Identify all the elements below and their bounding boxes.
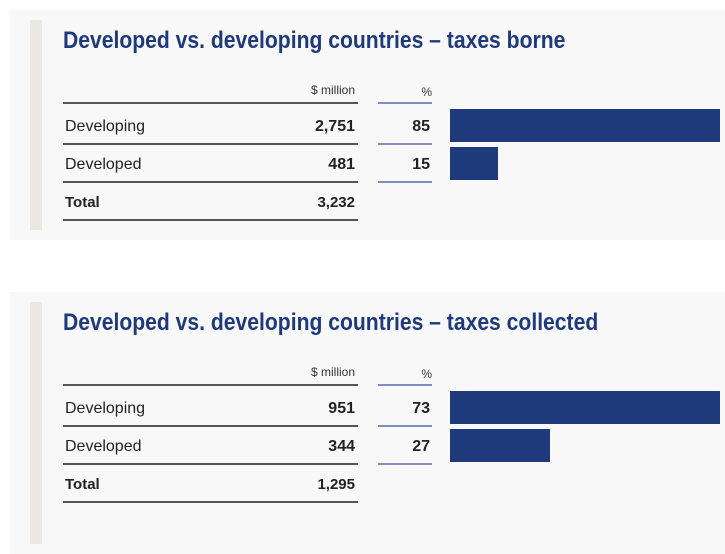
- header-rule: [378, 102, 432, 104]
- million-value: 344: [328, 438, 355, 455]
- column-header: $ million: [310, 365, 355, 379]
- column-header: %: [421, 367, 432, 381]
- column-header: $ million: [310, 83, 355, 97]
- accent-stripe: [30, 20, 42, 230]
- percent-bar: [450, 109, 720, 142]
- table-title: Developed vs. developing countries – tax…: [63, 27, 566, 54]
- header-rule: [378, 384, 432, 386]
- table-panel: Developed vs. developing countries – tax…: [10, 10, 725, 240]
- row-rule: [378, 143, 432, 145]
- column-header: %: [421, 85, 432, 99]
- total-rule: [63, 501, 358, 503]
- row-rule: [378, 181, 432, 183]
- row-rule: [378, 463, 432, 465]
- header-rule: [63, 384, 358, 386]
- row-rule: [63, 425, 358, 427]
- table-panel: Developed vs. developing countries – tax…: [10, 292, 725, 554]
- total-value: 3,232: [317, 194, 355, 211]
- header-rule: [63, 102, 358, 104]
- row-rule: [63, 463, 358, 465]
- row-label: Developing: [65, 118, 146, 135]
- percent-bar: [450, 391, 720, 424]
- row-rule: [63, 143, 358, 145]
- total-label: Total: [65, 476, 100, 493]
- percent-bar: [450, 429, 550, 462]
- row-label: Developed: [65, 156, 142, 173]
- row-label: Developed: [65, 438, 142, 455]
- percent-value: 27: [412, 438, 430, 455]
- total-value: 1,295: [317, 476, 355, 493]
- percent-bar: [450, 147, 498, 180]
- row-rule: [378, 425, 432, 427]
- million-value: 951: [328, 400, 355, 417]
- total-label: Total: [65, 194, 100, 211]
- percent-value: 73: [412, 400, 430, 417]
- percent-value: 85: [412, 118, 430, 135]
- million-value: 2,751: [314, 118, 355, 135]
- accent-stripe: [30, 302, 42, 544]
- row-rule: [63, 181, 358, 183]
- table-title: Developed vs. developing countries – tax…: [63, 309, 599, 336]
- million-value: 481: [328, 156, 355, 173]
- total-rule: [63, 219, 358, 221]
- row-label: Developing: [65, 400, 146, 417]
- percent-value: 15: [412, 156, 430, 173]
